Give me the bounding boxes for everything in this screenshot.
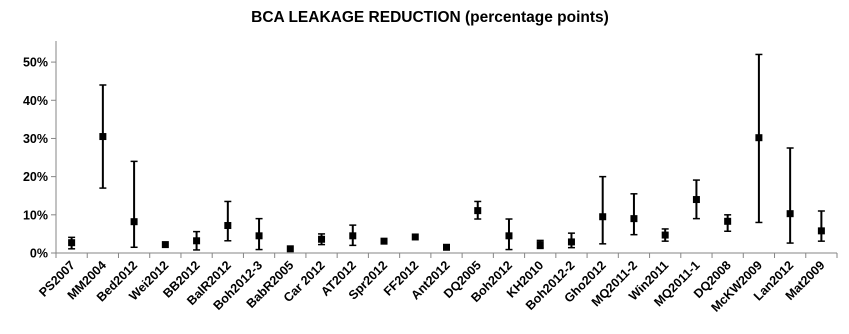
data-point: [630, 215, 638, 223]
error-bars: [68, 53, 825, 251]
error-bar: [786, 147, 794, 244]
error-bar: [130, 160, 138, 249]
data-point: [286, 245, 294, 253]
data-point: [536, 241, 544, 249]
y-tick-label: 10%: [23, 208, 48, 222]
axes: [55, 41, 837, 254]
chart-title: BCA LEAKAGE REDUCTION (percentage points…: [251, 9, 609, 26]
y-tick-label: 20%: [23, 170, 48, 184]
data-point: [567, 238, 575, 246]
data-point: [661, 231, 669, 239]
error-bar: [630, 193, 638, 236]
y-axis-ticks: 0% 10% 20% 30% 40% 50%: [23, 56, 56, 261]
data-point: [724, 217, 732, 225]
data-points: [68, 133, 825, 253]
data-point: [505, 232, 513, 240]
data-point: [599, 213, 607, 221]
data-point: [474, 207, 482, 215]
error-bar: [817, 210, 825, 242]
data-point: [161, 241, 169, 249]
y-tick-label: 40%: [23, 94, 48, 108]
data-point: [255, 232, 263, 240]
data-point: [349, 232, 357, 240]
error-bar: [224, 200, 232, 242]
data-point: [380, 237, 388, 245]
data-point: [130, 218, 138, 226]
data-point: [193, 237, 201, 245]
y-tick-label: 50%: [23, 56, 48, 70]
data-point: [68, 239, 76, 247]
data-point: [224, 222, 232, 230]
x-axis-ticks: PS2007MM2004Bed2012Wei2012BB2012BalR2012…: [36, 253, 838, 315]
data-point: [318, 235, 326, 243]
y-tick-label: 30%: [23, 132, 48, 146]
y-tick-label: 0%: [30, 247, 48, 261]
data-point: [443, 243, 450, 251]
data-point: [411, 233, 419, 241]
data-point: [817, 227, 825, 235]
data-point: [786, 210, 794, 218]
data-point: [692, 196, 700, 204]
data-point: [99, 133, 107, 141]
data-point: [755, 134, 763, 142]
error-bar: [599, 175, 607, 245]
